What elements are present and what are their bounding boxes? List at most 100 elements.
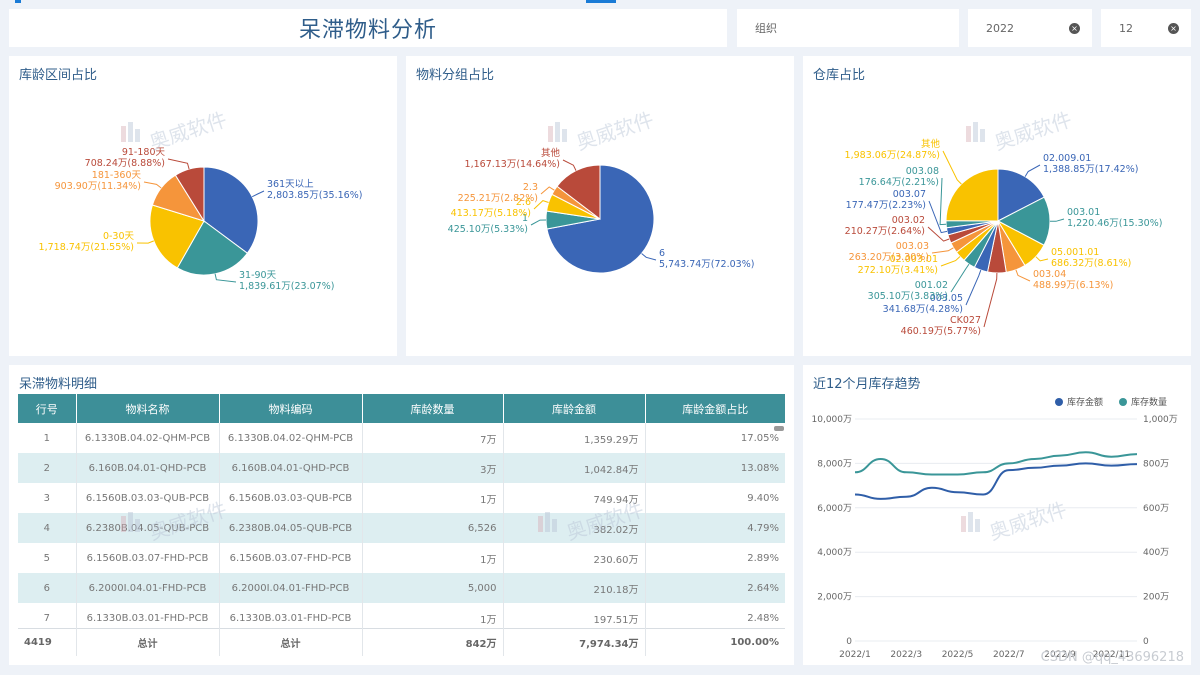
cell-age-amount: 210.18万 — [503, 573, 646, 603]
trend-line-chart: 0 2,000万 4,000万 6,000万 8,000万 10,000万 0 200万 400… — [812, 396, 1178, 660]
group-pie-panel: 物料分组占比 6 5,743.74万(72.03%) 1 425.10万(5.33%)… — [406, 56, 794, 356]
cell-age-pct: 2.64% — [645, 573, 785, 603]
cell-age-pct: 2.89% — [645, 543, 785, 573]
cell-material-name: 6.2380B.04.05-QUB-PCB — [76, 513, 220, 543]
warehouse-pie-data-label: 003.05 — [930, 293, 963, 304]
table-row[interactable]: 5 6.1560B.03.07-FHD-PCB 6.1560B.03.07-FHD-… — [18, 543, 785, 573]
top-accent-center — [586, 0, 616, 3]
warehouse-pie-data-label: 05.001.01 — [1051, 247, 1099, 258]
age-pie-panel: 库龄区间占比 361天以上 2,803.85万(35.16%) 31-90天 1,83… — [9, 56, 397, 356]
warehouse-pie-leader-line — [931, 247, 954, 254]
trend-x-tick: 2022/1 — [839, 650, 871, 660]
warehouse-pie-leader-line — [950, 263, 970, 293]
trend-y-left-tick: 6,000万 — [817, 504, 852, 514]
org-filter-placeholder: 组织 — [755, 22, 777, 35]
warehouse-pie-slice[interactable] — [996, 196, 1051, 246]
cell-age-qty: 7万 — [362, 423, 504, 453]
group-pie-leader-line — [562, 159, 577, 171]
cell-row-no: 6 — [18, 573, 77, 603]
warehouse-pie-data-label: 003.02 — [892, 215, 925, 226]
org-filter[interactable]: 组织 — [737, 9, 959, 47]
trend-panel: 近12个月库存趋势 0 2,000万 4,000万 6,000万 8,000万 10,00… — [803, 365, 1191, 665]
cell-row-no: 2 — [18, 453, 77, 483]
cell-material-code: 6.1560B.03.03-QUB-PCB — [219, 483, 363, 513]
trend-x-tick: 2022/5 — [942, 650, 974, 660]
cell-age-amount: 1,042.84万 — [503, 453, 646, 483]
month-filter[interactable]: 12 × — [1101, 9, 1191, 47]
clear-month-icon[interactable]: × — [1168, 22, 1179, 34]
table-row[interactable]: 3 6.1560B.03.03-QUB-PCB 6.1560B.03.03-QUB-… — [18, 483, 785, 513]
page-title: 呆滞物料分析 — [298, 18, 437, 43]
col-header-qty[interactable]: 库龄数量 — [362, 394, 504, 423]
total-table: 4419 总计 总计 842万 7,974.34万 100.00% — [18, 628, 785, 656]
trend-y-right-tick: 800万 — [1143, 459, 1169, 469]
col-header-amount[interactable]: 库龄金额 — [503, 394, 646, 423]
age-pie-data-label: 91-180天 — [122, 147, 166, 158]
trend-series-line[interactable] — [854, 462, 1138, 500]
col-header-name[interactable]: 物料名称 — [76, 394, 220, 423]
year-filter[interactable]: 2022 × — [968, 9, 1092, 47]
cell-material-code: 6.2380B.04.05-QUB-PCB — [219, 513, 363, 543]
table-header-row: 行号 物料名称 物料编码 库龄数量 库龄金额 库龄金额占比 — [18, 394, 785, 423]
trend-legend-marker[interactable] — [1055, 398, 1063, 406]
age-pie-data-label: 708.24万(8.88%) — [85, 158, 165, 169]
cell-age-amount: 230.60万 — [503, 543, 646, 573]
cell-age-pct: 4.79% — [645, 513, 785, 543]
col-header-pct[interactable]: 库龄金额占比 — [645, 394, 785, 423]
age-pie-leader-line — [136, 240, 154, 244]
table-row[interactable]: 4 6.2380B.04.05-QUB-PCB 6.2380B.04.05-QUB-… — [18, 513, 785, 543]
table-scrollbar[interactable] — [774, 426, 784, 431]
cell-material-code: 6.1330B.04.02-QHM-PCB — [219, 423, 363, 453]
warehouse-pie-data-label: CK027 — [950, 315, 981, 326]
cell-material-name: 6.2000I.04.01-FHD-PCB — [76, 573, 220, 603]
table-row[interactable]: 6 6.2000I.04.01-FHD-PCB 6.2000I.04.01-FHD-… — [18, 573, 785, 603]
trend-y-left-tick: 8,000万 — [817, 459, 852, 469]
warehouse-pie-slice[interactable] — [945, 168, 999, 222]
trend-legend-label[interactable]: 库存数量 — [1131, 396, 1167, 408]
trend-series-line[interactable] — [854, 451, 1138, 476]
trend-x-tick: 2022/3 — [890, 650, 922, 660]
warehouse-pie-data-label: 003.07 — [893, 189, 926, 200]
age-pie-slice[interactable] — [174, 166, 205, 223]
warehouse-pie-leader-line — [939, 177, 947, 226]
warehouse-pie-leader-line — [1015, 269, 1031, 282]
warehouse-pie-data-label: 341.68万(4.28%) — [883, 304, 963, 315]
trend-y-right-tick: 400万 — [1143, 548, 1169, 558]
cell-age-pct: 9.40% — [645, 483, 785, 513]
cell-row-no: 1 — [18, 423, 77, 453]
warehouse-pie-data-label: 001.02 — [915, 280, 948, 291]
group-pie-data-label: 6 — [659, 248, 665, 259]
warehouse-pie-leader-line — [1024, 164, 1041, 177]
table-row[interactable]: 2 6.160B.04.01-QHD-PCB 6.160B.04.01-QHD-PC… — [18, 453, 785, 483]
group-pie-data-label: 其他 — [541, 147, 561, 159]
warehouse-pie-slice[interactable] — [997, 168, 1045, 222]
group-pie-slice[interactable] — [556, 164, 601, 221]
warehouse-pie-leader-line — [942, 150, 962, 185]
top-accent-left — [15, 0, 21, 3]
col-header-no[interactable]: 行号 — [18, 394, 77, 423]
trend-x-tick: 2022/9 — [1044, 650, 1076, 660]
table-row[interactable]: 1 6.1330B.04.02-QHM-PCB 6.1330B.04.02-QHM-… — [18, 423, 785, 453]
clear-year-icon[interactable]: × — [1069, 22, 1080, 34]
cell-age-amount: 1,359.29万 — [503, 423, 646, 453]
month-filter-value: 12 — [1119, 21, 1133, 35]
warehouse-pie-leader-line — [1049, 218, 1065, 222]
col-header-code[interactable]: 物料编码 — [219, 394, 363, 423]
warehouse-pie-data-label: 02.009.01 — [1043, 153, 1091, 164]
warehouse-pie-data-label: 177.47万(2.23%) — [846, 200, 926, 211]
warehouse-pie-panel: 仓库占比 02.009.01 1,388.85万(17.42%) 003.01 1,2… — [803, 56, 1191, 356]
age-pie-slice[interactable] — [176, 220, 249, 276]
group-pie-data-label: 1 — [522, 213, 528, 224]
trend-legend-label[interactable]: 库存金额 — [1067, 396, 1103, 408]
age-pie-data-label: 1,839.61万(23.07%) — [239, 281, 334, 292]
warehouse-pie-data-label: 176.64万(2.21%) — [859, 177, 939, 188]
warehouse-pie-data-label: 1,983.06万(24.87%) — [845, 150, 940, 161]
cell-age-pct: 17.05% — [645, 423, 785, 453]
group-pie-leader-line — [533, 200, 549, 210]
warehouse-pie-data-label: 003.01 — [1067, 207, 1100, 218]
warehouse-pie-leader-line — [928, 200, 948, 234]
trend-legend-marker[interactable] — [1119, 398, 1127, 406]
warehouse-pie-data-label: 263.20万(3.30%) — [849, 252, 929, 263]
